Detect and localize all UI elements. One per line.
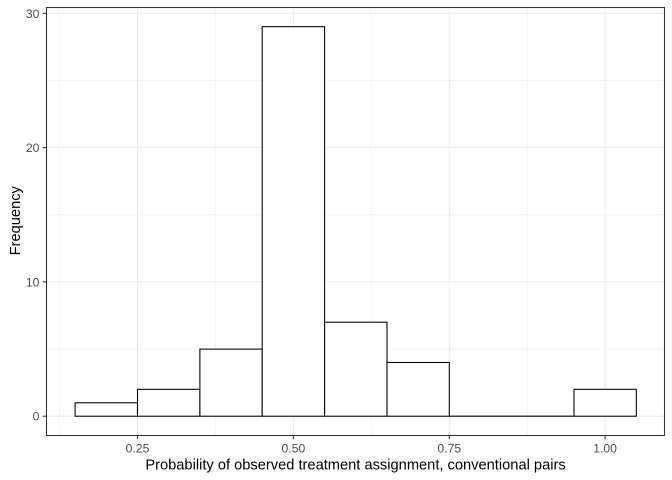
- svg-text:20: 20: [26, 141, 40, 155]
- svg-text:0: 0: [33, 410, 40, 424]
- svg-text:10: 10: [26, 275, 40, 289]
- svg-text:30: 30: [26, 7, 40, 21]
- svg-text:0.75: 0.75: [437, 442, 461, 456]
- svg-text:Probability of observed treatm: Probability of observed treatment assign…: [145, 457, 565, 473]
- svg-text:0.25: 0.25: [126, 442, 150, 456]
- svg-text:Frequency: Frequency: [8, 185, 24, 255]
- svg-text:0.50: 0.50: [282, 442, 306, 456]
- svg-text:1.00: 1.00: [593, 442, 617, 456]
